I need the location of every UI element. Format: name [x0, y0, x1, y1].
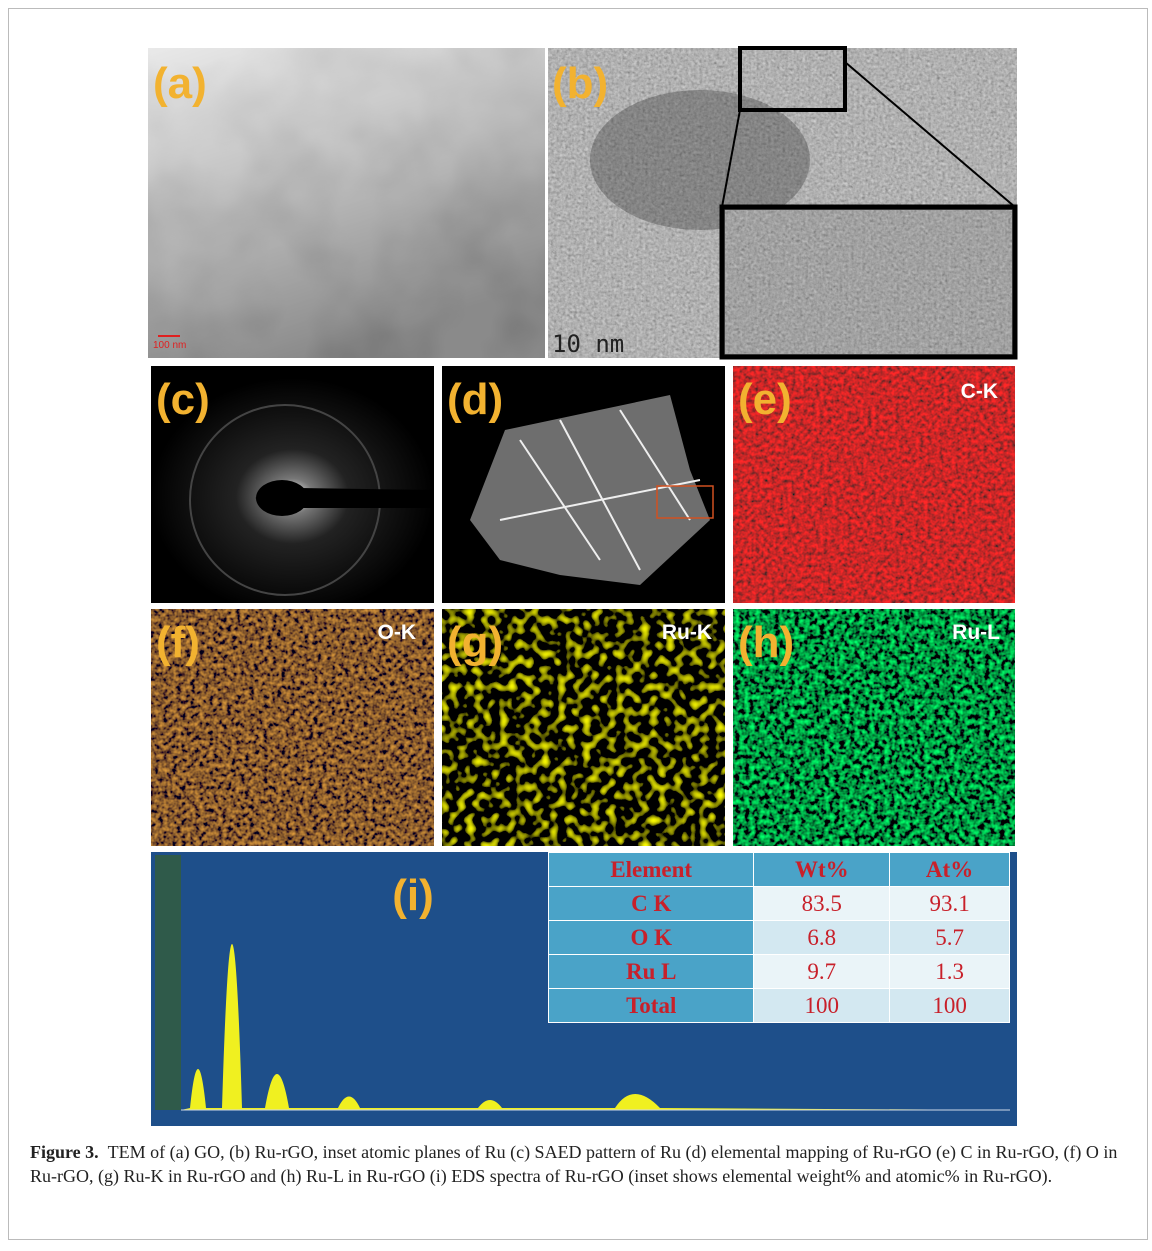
- header-cell: At%: [890, 853, 1010, 887]
- panel-b: 10 nm (b): [548, 48, 1017, 358]
- panel-label: (g): [447, 618, 503, 667]
- eds-table: Element Wt% At% C K 83.5 93.1 O K 6.8 5.…: [548, 852, 1010, 1023]
- table-row: Total 100 100: [549, 989, 1010, 1023]
- element-cell: Ru L: [549, 955, 754, 989]
- panel-label: (c): [156, 375, 210, 424]
- scale-bar: [158, 335, 180, 337]
- element-label: Ru-L: [952, 621, 1000, 644]
- element-cell: Total: [549, 989, 754, 1023]
- scale-label: 10 nm: [552, 330, 624, 358]
- value-cell: 83.5: [754, 887, 890, 921]
- panel-label: (f): [156, 618, 200, 667]
- value-cell: 100: [754, 989, 890, 1023]
- value-cell: 100: [890, 989, 1010, 1023]
- panel-label: (a): [153, 59, 207, 108]
- scale-label: 100 nm: [153, 340, 186, 351]
- table-row: C K 83.5 93.1: [549, 887, 1010, 921]
- header-cell: Wt%: [754, 853, 890, 887]
- panel-d: (d): [442, 366, 725, 603]
- panel-label: (b): [552, 59, 608, 108]
- panel-label: (d): [447, 375, 503, 424]
- table-row: Ru L 9.7 1.3: [549, 955, 1010, 989]
- inset-texture: [725, 210, 1012, 354]
- element-label: C-K: [961, 380, 998, 403]
- panel-label: (i): [392, 871, 434, 920]
- element-cell: C K: [549, 887, 754, 921]
- table-row: O K 6.8 5.7: [549, 921, 1010, 955]
- value-cell: 1.3: [890, 955, 1010, 989]
- header-cell: Element: [549, 853, 754, 887]
- value-cell: 6.8: [754, 921, 890, 955]
- panel-label: (e): [738, 375, 792, 424]
- panel-label: (h): [738, 618, 794, 667]
- panel-e: (e) C-K: [733, 366, 1015, 603]
- value-cell: 93.1: [890, 887, 1010, 921]
- panel-c: (c): [151, 366, 434, 603]
- panel-h: (h) Ru-L: [733, 609, 1015, 846]
- element-cell: O K: [549, 921, 754, 955]
- tem-texture: [148, 48, 545, 358]
- eds-marker-strip: [155, 855, 181, 1110]
- caption-label: Figure 3.: [30, 1142, 99, 1162]
- panel-f: (f) O-K: [151, 609, 434, 846]
- element-label: O-K: [378, 621, 417, 644]
- panel-g: (g) Ru-K: [442, 609, 725, 846]
- value-cell: 5.7: [890, 921, 1010, 955]
- caption: Figure 3. TEM of (a) GO, (b) Ru-rGO, ins…: [30, 1140, 1125, 1188]
- table-header: Element Wt% At%: [549, 853, 1010, 887]
- page: {"panels": [ {"label": "(a)", "scale": "…: [0, 0, 1152, 1251]
- value-cell: 9.7: [754, 955, 890, 989]
- caption-text: TEM of (a) GO, (b) Ru-rGO, inset atomic …: [30, 1142, 1117, 1186]
- panel-a: 100 nm (a): [148, 48, 545, 358]
- element-label: Ru-K: [662, 621, 712, 644]
